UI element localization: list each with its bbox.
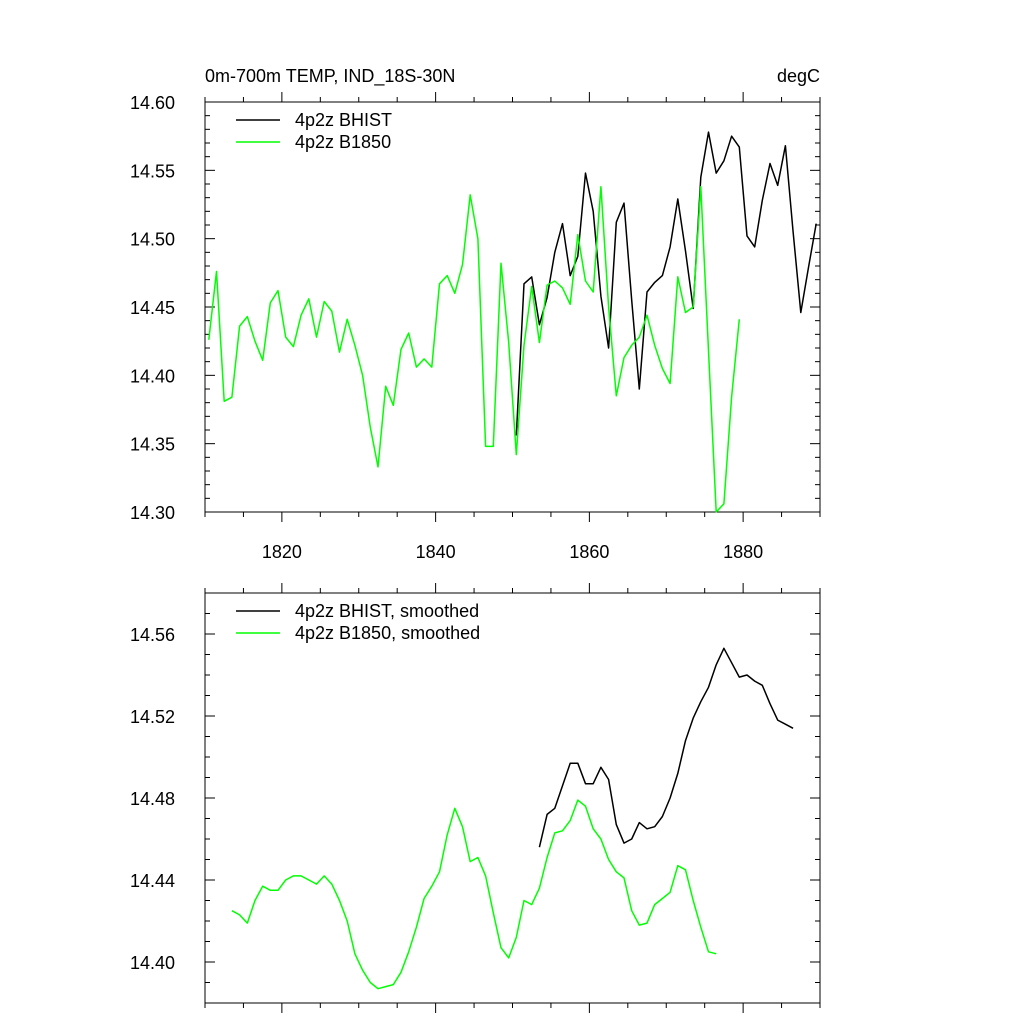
bottom-plot-area — [231, 647, 794, 990]
top-x-tick-label: 1840 — [416, 542, 456, 562]
top-y-tick-label: 14.60 — [130, 93, 175, 113]
bottom-y-tick-label: 14.40 — [130, 953, 175, 973]
bottom-series-line-1 — [538, 647, 794, 848]
top-chart-units: degC — [777, 66, 820, 86]
top-panel: 0m-700m TEMP, IND_18S-30N degC 1820 1840 1… — [130, 66, 821, 562]
top-legend-label-2: 4p2z B1850 — [295, 132, 391, 152]
top-y-tick-label: 14.45 — [130, 298, 175, 318]
top-x-tick-label: 1880 — [723, 542, 763, 562]
top-y-tick-label: 14.40 — [130, 366, 175, 386]
bottom-panel: 14.40 14.44 14.48 14.52 14.56 4p2z BHIST, sm… — [130, 583, 821, 1013]
bottom-series-line-2 — [231, 799, 717, 990]
top-x-tick-label: 1820 — [262, 542, 302, 562]
top-legend-label-1: 4p2z BHIST — [295, 110, 392, 130]
bottom-y-tick-label: 14.52 — [130, 707, 175, 727]
top-y-tick-label: 14.30 — [130, 503, 175, 523]
bottom-legend-label-1: 4p2z BHIST, smoothed — [295, 601, 479, 621]
top-y-tick-label: 14.35 — [130, 435, 175, 455]
top-x-tick-label: 1860 — [569, 542, 609, 562]
bottom-axes: 14.40 14.44 14.48 14.52 14.56 — [130, 583, 821, 1013]
top-plot-area — [208, 131, 817, 513]
bottom-legend-label-2: 4p2z B1850, smoothed — [295, 623, 480, 643]
top-series-line-1 — [515, 131, 817, 436]
bottom-y-tick-label: 14.48 — [130, 789, 175, 809]
bottom-y-tick-label: 14.56 — [130, 625, 175, 645]
bottom-y-tick-label: 14.44 — [130, 871, 175, 891]
top-axes: 1820 1840 1860 1880 14.30 14.35 14.40 14.45 14.5… — [130, 92, 821, 562]
top-chart-title: 0m-700m TEMP, IND_18S-30N — [205, 66, 455, 87]
top-y-tick-label: 14.55 — [130, 161, 175, 181]
top-series-line-2 — [208, 185, 741, 513]
top-y-tick-label: 14.50 — [130, 230, 175, 250]
